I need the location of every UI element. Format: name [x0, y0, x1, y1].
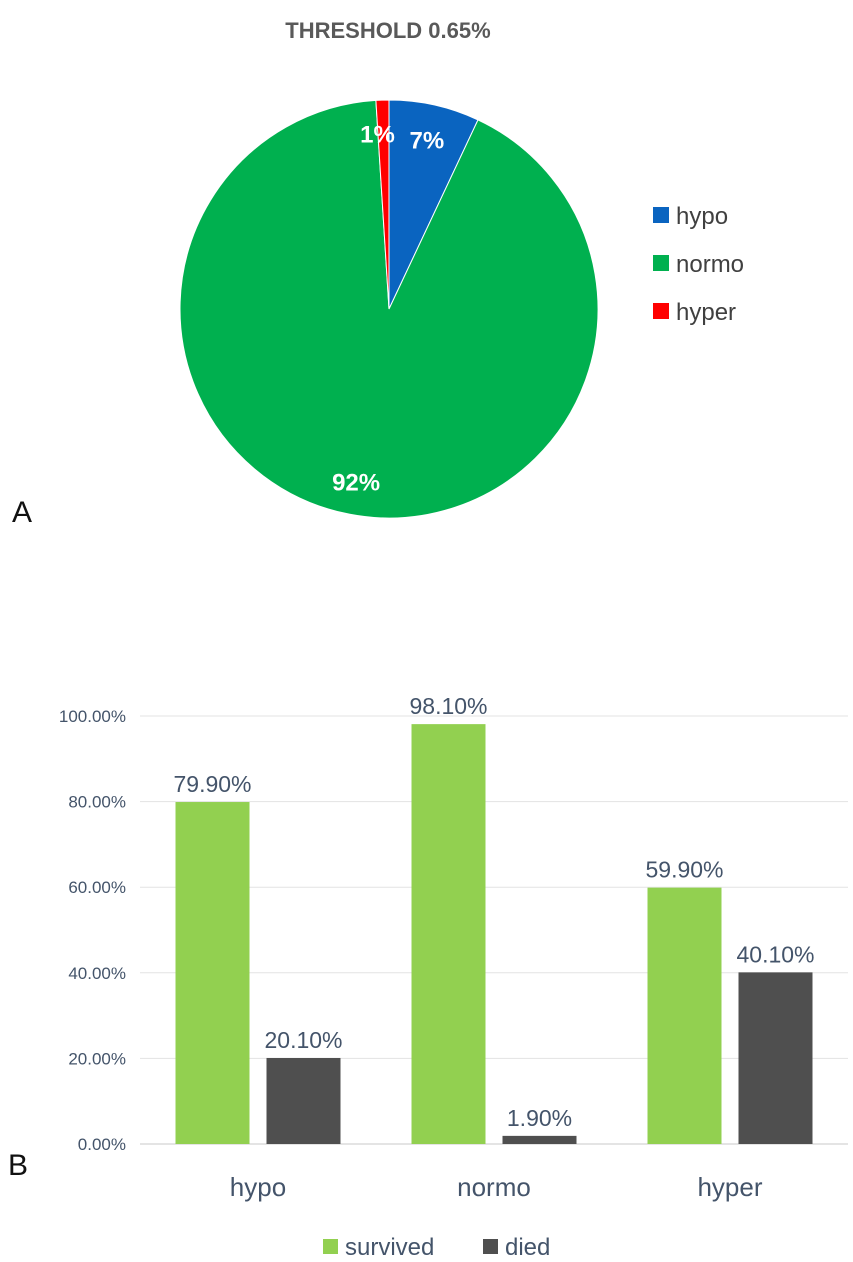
bar-legend-label-died: died	[505, 1234, 550, 1261]
y-tick-label-3: 60.00%	[68, 878, 126, 897]
category-label-normo: normo	[457, 1172, 531, 1202]
bar-survived-hypo	[175, 802, 250, 1144]
pie-legend-label-hypo: hypo	[676, 203, 728, 230]
pie-legend-swatch-hypo	[653, 207, 669, 223]
bar-value-died-hypo: 20.10%	[264, 1027, 342, 1053]
pie-label-hyper: 1%	[360, 122, 395, 149]
bar-category-labels: hypo normo hyper	[230, 1172, 763, 1202]
bar-value-died-normo: 1.90%	[507, 1105, 572, 1131]
category-label-hypo: hypo	[230, 1172, 286, 1202]
category-label-hyper: hyper	[697, 1172, 762, 1202]
y-tick-label-4: 80.00%	[68, 793, 126, 812]
pie-legend-swatch-hyper	[653, 303, 669, 319]
pie-label-hypo: 7%	[409, 128, 444, 155]
bar-value-survived-hyper: 59.90%	[645, 857, 723, 883]
bar-bars	[175, 724, 813, 1144]
bar-died-normo	[502, 1135, 577, 1144]
bar-died-hyper	[738, 972, 813, 1144]
y-tick-label-1: 20.00%	[68, 1049, 126, 1068]
bar-value-labels: 79.90% 20.10% 98.10% 1.90% 59.90% 40.10%	[173, 693, 814, 1131]
pie-label-normo: 92%	[332, 469, 380, 496]
bar-value-died-hyper: 40.10%	[736, 941, 814, 967]
bar-value-survived-normo: 98.10%	[409, 693, 487, 719]
bar-grid	[140, 715, 848, 1145]
pie-legend-label-hyper: hyper	[676, 299, 736, 326]
bar-legend: survived died	[323, 1234, 550, 1261]
bar-y-tick-labels: 0.00% 20.00% 40.00% 60.00% 80.00% 100.00%	[59, 707, 126, 1154]
panel-letter-a: A	[12, 496, 32, 529]
pie-legend-label-normo: normo	[676, 251, 744, 278]
y-tick-label-5: 100.00%	[59, 707, 126, 726]
bar-died-hypo	[266, 1057, 341, 1144]
pie-legend-swatch-normo	[653, 255, 669, 271]
pie-title: THRESHOLD 0.65%	[285, 18, 490, 43]
bar-survived-hyper	[647, 887, 722, 1144]
pie-slices	[179, 99, 599, 519]
y-tick-label-0: 0.00%	[78, 1135, 126, 1154]
pie-labels: 7% 92% 1%	[332, 122, 444, 497]
bar-legend-label-survived: survived	[345, 1234, 434, 1261]
panel-letter-b: B	[8, 1149, 28, 1182]
bar-legend-swatch-died	[483, 1239, 498, 1254]
bar-legend-swatch-survived	[323, 1239, 338, 1254]
bar-survived-normo	[411, 724, 486, 1144]
bar-value-survived-hypo: 79.90%	[173, 771, 251, 797]
y-tick-label-2: 40.00%	[68, 964, 126, 983]
pie-legend: hypo normo hyper	[653, 203, 744, 326]
pie-slice-normo	[179, 99, 599, 519]
pie-slice-hyper	[375, 99, 390, 310]
